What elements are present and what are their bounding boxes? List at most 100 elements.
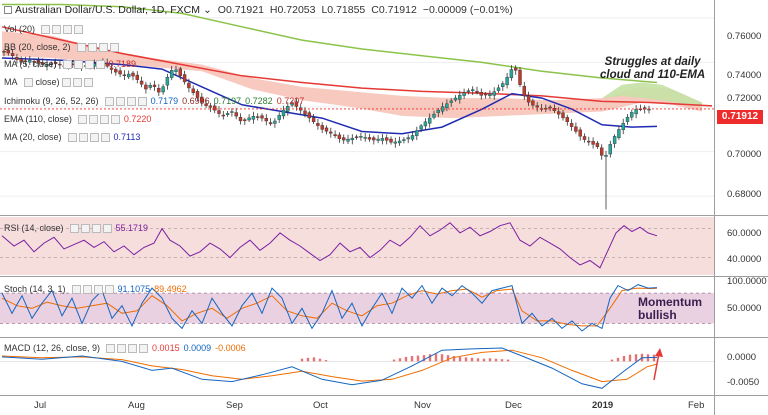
- candle-body[interactable]: [415, 130, 419, 136]
- candle-body[interactable]: [604, 155, 608, 157]
- candle-body[interactable]: [152, 84, 157, 87]
- candle-body[interactable]: [488, 93, 492, 96]
- candle-body[interactable]: [496, 87, 501, 91]
- candle-body[interactable]: [204, 103, 208, 106]
- eye-icon[interactable]: [106, 343, 116, 353]
- candle-body[interactable]: [445, 103, 449, 108]
- candle-body[interactable]: [195, 91, 200, 98]
- more-icon[interactable]: [104, 284, 114, 294]
- macd-line[interactable]: [1, 347, 658, 389]
- candle-body[interactable]: [346, 138, 350, 142]
- candle-body[interactable]: [591, 141, 595, 145]
- candle-body[interactable]: [109, 67, 114, 70]
- candle-body[interactable]: [634, 109, 638, 115]
- legend-ichimoku[interactable]: Ichimoku (9, 26, 52, 26) 0.7179 0.6996 0…: [4, 96, 304, 106]
- candle-body[interactable]: [600, 147, 604, 156]
- chevron-down-icon[interactable]: ⌄: [202, 4, 212, 16]
- candle-body[interactable]: [565, 117, 569, 123]
- candle-body[interactable]: [479, 91, 483, 96]
- candle-body[interactable]: [466, 90, 471, 92]
- candle-body[interactable]: [307, 112, 311, 119]
- candle-body[interactable]: [118, 70, 122, 75]
- candle-body[interactable]: [114, 68, 118, 73]
- settings-icon[interactable]: [61, 77, 71, 87]
- candle-body[interactable]: [19, 58, 23, 63]
- candle-body[interactable]: [483, 93, 488, 96]
- candle-body[interactable]: [264, 117, 268, 122]
- candle-body[interactable]: [260, 115, 264, 119]
- more-icon[interactable]: [74, 24, 84, 34]
- settings-icon[interactable]: [82, 284, 92, 294]
- close-icon[interactable]: [93, 284, 103, 294]
- candle-body[interactable]: [505, 76, 509, 86]
- candle-body[interactable]: [45, 63, 49, 67]
- candle-body[interactable]: [402, 139, 406, 141]
- eye-icon[interactable]: [23, 77, 33, 87]
- candle-body[interactable]: [561, 112, 565, 119]
- legend-ema110[interactable]: EMA (110, close) 0.7220: [4, 114, 151, 124]
- candle-body[interactable]: [144, 84, 148, 90]
- candle-body[interactable]: [49, 63, 53, 65]
- close-icon[interactable]: [84, 59, 94, 69]
- candle-body[interactable]: [212, 105, 217, 111]
- candle-body[interactable]: [475, 90, 479, 93]
- candle-body[interactable]: [458, 94, 462, 100]
- more-icon[interactable]: [95, 59, 105, 69]
- candle-body[interactable]: [552, 108, 557, 111]
- candle-body[interactable]: [294, 101, 299, 107]
- candle-body[interactable]: [2, 51, 6, 53]
- candle-body[interactable]: [621, 122, 625, 131]
- legend-rsi[interactable]: RSI (14, close) 55.1719: [4, 223, 148, 233]
- candle-body[interactable]: [311, 117, 316, 123]
- settings-icon[interactable]: [73, 59, 83, 69]
- candle-body[interactable]: [320, 125, 324, 130]
- more-icon[interactable]: [83, 77, 93, 87]
- candle-body[interactable]: [139, 80, 144, 85]
- candle-body[interactable]: [53, 62, 58, 65]
- close-icon[interactable]: [128, 343, 138, 353]
- candle-body[interactable]: [492, 91, 496, 96]
- candle-body[interactable]: [333, 134, 337, 137]
- candle-body[interactable]: [612, 136, 617, 144]
- eye-icon[interactable]: [104, 96, 114, 106]
- candle-body[interactable]: [324, 127, 329, 132]
- candle-body[interactable]: [359, 136, 363, 138]
- candle-body[interactable]: [557, 111, 561, 115]
- sma200-line[interactable]: [2, 3, 658, 84]
- candle-body[interactable]: [569, 123, 574, 127]
- candle-body[interactable]: [277, 115, 281, 120]
- close-icon[interactable]: [72, 77, 82, 87]
- candle-body[interactable]: [582, 136, 587, 140]
- candle-body[interactable]: [518, 69, 522, 85]
- candle-body[interactable]: [28, 60, 32, 63]
- candle-body[interactable]: [548, 106, 552, 109]
- legend-bb[interactable]: BB (20, close, 2): [4, 42, 119, 52]
- candle-body[interactable]: [367, 137, 372, 140]
- candle-body[interactable]: [221, 114, 226, 117]
- candle-body[interactable]: [423, 121, 428, 127]
- candle-body[interactable]: [165, 76, 170, 86]
- candle-body[interactable]: [10, 53, 15, 57]
- candle-body[interactable]: [200, 96, 204, 103]
- eye-icon[interactable]: [62, 59, 72, 69]
- more-icon[interactable]: [109, 42, 119, 52]
- candle-body[interactable]: [385, 137, 389, 141]
- legend-stoch[interactable]: Stoch (14, 3, 1) 91.1075 89.4962: [4, 284, 187, 294]
- candle-body[interactable]: [380, 138, 385, 141]
- candle-body[interactable]: [617, 129, 621, 139]
- candle-body[interactable]: [122, 74, 127, 76]
- ma20-line[interactable]: [1, 57, 658, 135]
- candle-body[interactable]: [462, 92, 466, 96]
- candle-body[interactable]: [217, 110, 221, 114]
- candle-body[interactable]: [161, 86, 165, 93]
- candle-body[interactable]: [535, 105, 539, 108]
- candle-body[interactable]: [522, 86, 526, 97]
- ema110-line[interactable]: [1, 26, 713, 107]
- candle-body[interactable]: [587, 140, 591, 143]
- candle-body[interactable]: [126, 73, 131, 78]
- candle-body[interactable]: [509, 69, 514, 79]
- eye-icon[interactable]: [71, 284, 81, 294]
- more-icon[interactable]: [110, 114, 120, 124]
- candle-body[interactable]: [256, 116, 260, 118]
- candle-body[interactable]: [410, 135, 415, 140]
